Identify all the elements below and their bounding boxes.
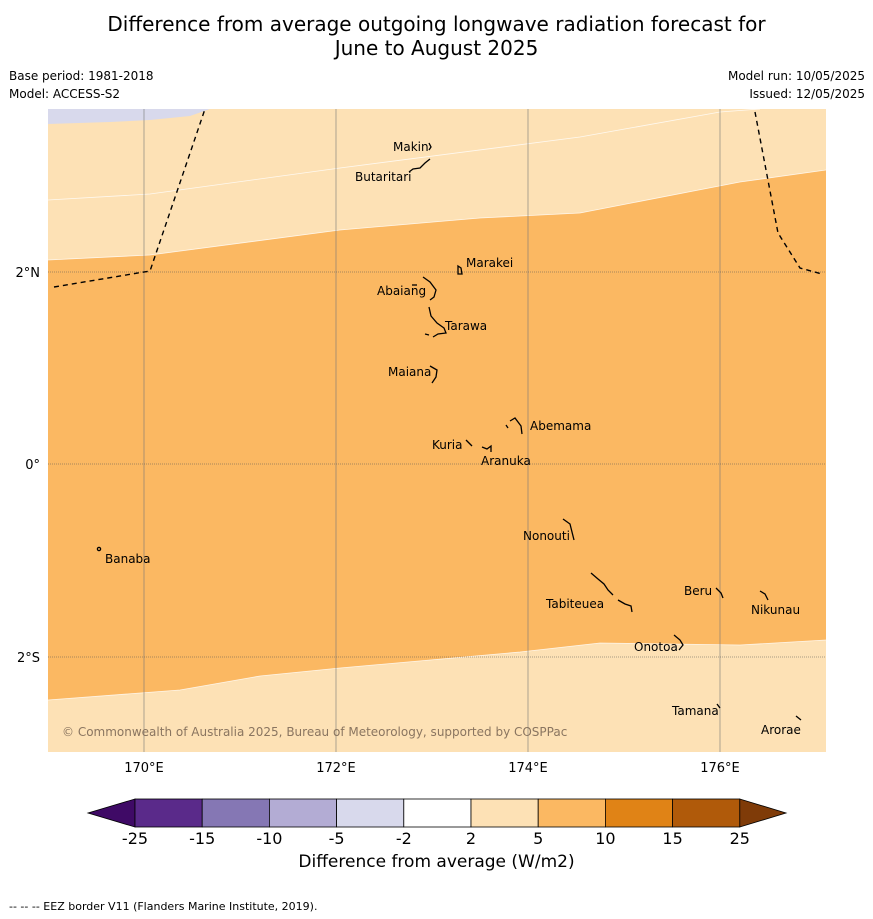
island-tamana-shape [716, 703, 721, 709]
label-nikunau: Nikunau [751, 603, 800, 617]
colorbar-tick-label: 2 [466, 829, 476, 848]
colorbar-tick-label: 5 [533, 829, 543, 848]
label-maiana: Maiana [388, 365, 431, 379]
title-line-1: Difference from average outgoing longwav… [107, 12, 766, 36]
lon-tick-176: 176°E [700, 761, 740, 776]
colorbar-tick-label: -25 [122, 829, 148, 848]
copyright-text: © Commonwealth of Australia 2025, Bureau… [62, 725, 567, 739]
colorbar-segment [403, 798, 472, 828]
colorbar-segment [201, 798, 270, 828]
colorbar-segment [537, 798, 606, 828]
island-nikunau-shape [759, 590, 769, 601]
eez-border-west [53, 109, 206, 288]
island-arorae-shape [795, 715, 802, 721]
colorbar-title: Difference from average (W/m2) [298, 852, 575, 872]
label-butaritari: Butaritari [355, 170, 412, 184]
colorbar: -25 -15 -10 -5 -2 2 5 10 15 25 [86, 798, 788, 848]
lon-tick-172: 172°E [316, 761, 356, 776]
zone-light-orange [48, 170, 826, 700]
label-tabiteuea: Tabiteuea [545, 597, 604, 611]
island-tarawa-shape [428, 306, 447, 338]
island-maiana-shape [429, 365, 438, 384]
chart-title: Difference from average outgoing longwav… [0, 12, 873, 60]
zone-pale-orange-north [48, 109, 826, 260]
island-abaiang-shape [422, 276, 437, 301]
colorbar-segment [470, 798, 539, 828]
contour-line-north [48, 109, 761, 201]
contour-line-south [48, 639, 826, 701]
label-abemama: Abemama [530, 419, 591, 433]
zone-pale-purple [48, 109, 210, 124]
colorbar-tick-label: -15 [189, 829, 215, 848]
model-name: Model: ACCESS-S2 [9, 87, 121, 101]
island-labels: Makin Butaritari Marakei Abaiang Tarawa … [105, 140, 801, 737]
model-run: Model run: 10/05/2025 [727, 69, 865, 83]
colorbar-tick-label: -2 [396, 829, 412, 848]
island-kuria-shape [465, 439, 473, 447]
colorbar-extend-low [86, 798, 136, 828]
lon-tick-labels: 170°E 172°E 174°E 176°E [124, 761, 740, 776]
label-tarawa: Tarawa [444, 319, 487, 333]
label-onotoa: Onotoa [634, 640, 678, 654]
colorbar-tick-label: -5 [329, 829, 345, 848]
footer-note: -- -- -- EEZ border V11 (Flanders Marine… [9, 900, 318, 913]
colorbar-segment [672, 798, 741, 828]
label-aranuka: Aranuka [481, 454, 531, 468]
map-plot-area: Makin Butaritari Marakei Abaiang Tarawa … [48, 109, 826, 752]
label-arorae: Arorae [761, 723, 801, 737]
label-makin: Makin [393, 140, 429, 154]
label-marakei: Marakei [466, 256, 513, 270]
issued-date: Issued: 12/05/2025 [749, 87, 865, 101]
island-abemama-shape [509, 417, 523, 435]
base-period: Base period: 1981-2018 [9, 69, 154, 83]
island-butaritari-shape [408, 158, 431, 173]
lat-tick-labels: 2°N 0° 2°S [16, 266, 41, 666]
contour-line-middle [48, 169, 826, 261]
island-shapes [96, 142, 802, 721]
island-marakei-shape [457, 264, 463, 275]
meta-right: Model run: 10/05/2025 Issued: 12/05/2025 [728, 67, 865, 103]
colorbar-segment [336, 798, 405, 828]
colorbar-tick-label: -10 [256, 829, 282, 848]
island-tabiteuea-south-shape [617, 599, 633, 613]
colorbar-extend-high [739, 798, 788, 828]
island-beru-shape [715, 587, 724, 599]
lat-tick-2s: 2°S [17, 651, 40, 666]
lon-tick-170: 170°E [124, 761, 164, 776]
island-makin-shape [428, 142, 432, 151]
lat-tick-0: 0° [25, 458, 40, 473]
island-aranuka-shape [481, 444, 492, 452]
label-abaiang: Abaiang [377, 284, 426, 298]
lat-tick-2n: 2°N [16, 266, 41, 281]
label-banaba: Banaba [105, 552, 151, 566]
island-tabiteuea-north-shape [590, 572, 614, 596]
label-nonouti: Nonouti [523, 529, 570, 543]
eez-border-east [754, 111, 823, 275]
colorbar-tick-label: 15 [662, 829, 682, 848]
label-beru: Beru [684, 584, 712, 598]
island-banaba-shape [96, 546, 102, 552]
colorbar-tick-label: 10 [595, 829, 615, 848]
lon-tick-174: 174°E [508, 761, 548, 776]
meta-left: Base period: 1981-2018 Model: ACCESS-S2 [9, 67, 154, 103]
title-line-2: June to August 2025 [334, 36, 539, 60]
island-abemama-islet [505, 424, 509, 429]
island-tarawa-islet [424, 333, 430, 336]
island-nonouti-shape [562, 518, 575, 541]
colorbar-tick-label: 25 [730, 829, 750, 848]
label-kuria: Kuria [432, 438, 463, 452]
island-onotoa-shape [673, 634, 684, 651]
colorbar-segment [268, 798, 337, 828]
label-tamana: Tamana [671, 704, 719, 718]
colorbar-segment [134, 798, 203, 828]
colorbar-segment [605, 798, 674, 828]
